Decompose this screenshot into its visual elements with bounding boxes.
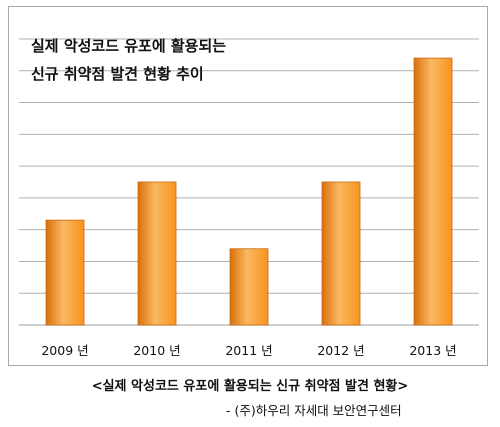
x-tick-label: 2011 년	[225, 343, 272, 358]
x-tick-label: 2010 년	[133, 343, 180, 358]
chart-title-line: 신규 취약점 발견 현황 추이	[31, 65, 204, 83]
chart-frame: 2009 년 2010 년 2011 년 2012 년 2013 년 실제 악성코드 유…	[8, 6, 488, 366]
bar	[321, 181, 361, 326]
bar-chart: 2009 년 2010 년 2011 년 2012 년 2013 년 실제 악성코드 유…	[19, 37, 479, 358]
caption-source: - (주)하우리 자세대 보안연구센터	[226, 403, 402, 418]
bar	[413, 57, 453, 326]
chart-title-line: 실제 악성코드 유포에 활용되는	[31, 37, 226, 55]
caption-title: <실제 악성코드 유포에 활용되는 신규 취약점 발견 현황>	[91, 379, 409, 394]
gridlines	[19, 38, 479, 326]
bar	[229, 248, 269, 326]
x-tick-labels: 2009 년 2010 년 2011 년 2012 년 2013 년	[41, 343, 456, 358]
bars	[45, 57, 453, 326]
bar	[137, 181, 177, 326]
x-tick-label: 2009 년	[41, 343, 88, 358]
x-tick-label: 2012 년	[317, 343, 364, 358]
x-tick-label: 2013 년	[409, 343, 456, 358]
bar	[45, 219, 85, 326]
